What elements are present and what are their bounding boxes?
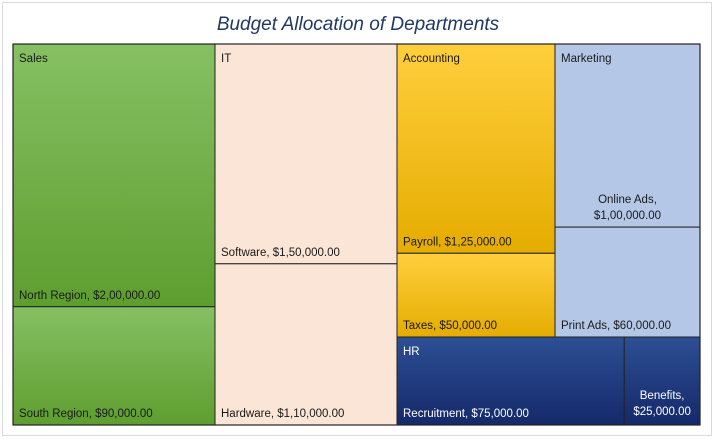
group-label-hr: HR xyxy=(403,346,420,358)
treemap-cell-online-ads xyxy=(554,43,701,228)
cell-label-taxes: Taxes, $50,000.00 xyxy=(403,320,497,332)
group-label-accounting: Accounting xyxy=(403,53,460,65)
treemap-cell-north-region xyxy=(12,43,216,308)
treemap-cell-recruitment xyxy=(396,336,625,426)
cell-label-benefits: $25,000.00 xyxy=(633,406,691,418)
cell-label-benefits: Benefits, xyxy=(640,390,685,402)
cell-label-south-region: South Region, $90,000.00 xyxy=(19,408,153,420)
cell-label-recruitment: Recruitment, $75,000.00 xyxy=(403,408,529,420)
treemap-cell-benefits xyxy=(623,336,701,426)
cell-label-payroll: Payroll, $1,25,000.00 xyxy=(403,236,512,248)
group-label-marketing: Marketing xyxy=(561,53,612,65)
cell-label-online-ads: $1,00,000.00 xyxy=(594,210,661,222)
chart-title: Budget Allocation of Departments xyxy=(216,14,500,35)
cell-label-print-ads: Print Ads, $60,000.00 xyxy=(561,320,671,332)
group-label-sales: Sales xyxy=(19,53,48,65)
group-label-it: IT xyxy=(221,53,231,65)
cell-label-online-ads: Online Ads, xyxy=(598,194,657,206)
treemap-cell-print-ads xyxy=(554,226,701,338)
cell-label-hardware: Hardware, $1,10,000.00 xyxy=(221,408,344,420)
treemap-cell-payroll xyxy=(396,43,556,254)
cell-label-software: Software, $1,50,000.00 xyxy=(221,247,340,259)
treemap-cell-hardware xyxy=(214,263,398,426)
treemap-cell-software xyxy=(214,43,398,265)
plot-border xyxy=(12,43,701,426)
cell-label-north-region: North Region, $2,00,000.00 xyxy=(19,290,160,302)
